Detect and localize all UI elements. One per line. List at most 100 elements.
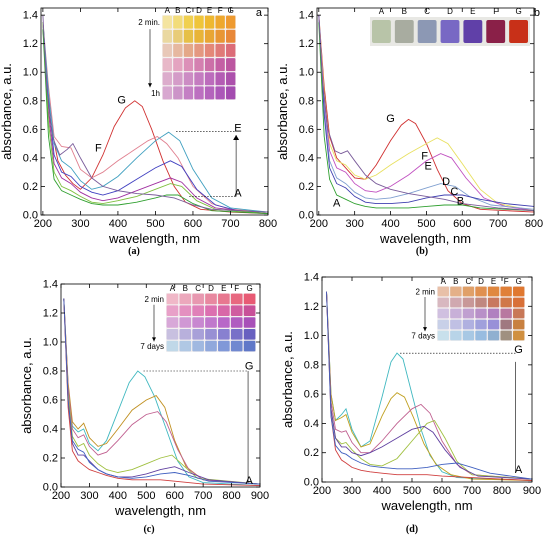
inset-vial — [475, 319, 487, 330]
inset-vial — [194, 29, 204, 43]
x-tick-label: 600 — [166, 490, 184, 502]
inset-vial — [194, 86, 204, 100]
inset-vial — [462, 330, 475, 341]
panel-corner-label: b — [534, 7, 540, 19]
series-line-6 — [63, 298, 260, 487]
inset-column-label: G — [515, 7, 521, 16]
x-tick-label: 300 — [343, 485, 361, 497]
inset-vial — [230, 340, 243, 352]
inset-vial — [437, 297, 449, 308]
inset-vial — [162, 58, 172, 72]
inset-vial — [204, 15, 215, 29]
guide-arrowhead — [233, 135, 240, 141]
y-tick-label: 0.0 — [43, 482, 58, 494]
inset-row-label: 2 min — [415, 288, 435, 297]
inset-vial — [194, 15, 204, 29]
inset-column-label: A — [170, 284, 176, 293]
curve-annotation: A — [246, 475, 254, 487]
inset-vial — [513, 319, 525, 330]
inset-vial — [183, 86, 194, 100]
inset-vial — [204, 29, 215, 43]
x-tick-label: 800 — [222, 490, 240, 502]
inset-vial — [417, 20, 437, 43]
x-tick-label: 500 — [146, 218, 164, 230]
x-tick-label: 900 — [523, 485, 541, 497]
inset-vial — [166, 305, 179, 316]
inset-photo: A B C D E F G 2 min 7 days — [140, 284, 256, 352]
inset-column-label: F — [218, 6, 223, 15]
inset-column-label: C — [195, 284, 201, 293]
inset-vial — [183, 15, 194, 29]
inset-vial — [500, 297, 512, 308]
series-line-4 — [42, 22, 268, 213]
inset-vial — [194, 43, 204, 57]
series-line-3 — [326, 291, 532, 480]
series-line-6 — [42, 22, 268, 215]
inset-vial — [173, 86, 183, 100]
inset-column-label: G — [246, 284, 252, 293]
series-line-1 — [42, 29, 268, 215]
inset-vial — [218, 305, 230, 316]
x-tick-label: 700 — [221, 218, 239, 230]
x-axis-label: wavelength, nm — [380, 498, 472, 513]
x-tick-label: 900 — [251, 490, 269, 502]
series-line-7 — [63, 298, 260, 485]
inset-row-label: 2 min — [144, 295, 164, 304]
inset-vial — [205, 329, 217, 340]
series-line-2 — [42, 22, 268, 213]
inset-vial — [450, 297, 462, 308]
inset-vial — [173, 29, 183, 43]
inset-vial — [475, 297, 487, 308]
inset-vial — [218, 293, 230, 305]
panel-corner-label: a — [256, 7, 263, 19]
inset-vial — [166, 317, 179, 328]
x-tick-label: 600 — [433, 485, 451, 497]
curve-annotation: A — [234, 188, 242, 200]
curve-annotation: E — [234, 122, 241, 134]
y-tick-label: 0.4 — [23, 152, 38, 164]
inset-vial — [487, 308, 500, 319]
x-tick-label: 200 — [310, 218, 328, 230]
inset-vial — [192, 340, 204, 352]
y-tick-label: 0.0 — [23, 210, 38, 222]
x-tick-label: 400 — [373, 485, 391, 497]
inset-vial — [486, 20, 506, 43]
inset-vial — [462, 308, 475, 319]
curve-annotation: C — [450, 186, 458, 198]
y-tick-label: 0.2 — [23, 181, 38, 193]
inset-vial — [500, 319, 512, 330]
curve-annotation: D — [442, 176, 450, 188]
inset-vial — [462, 319, 475, 330]
series-line-4 — [326, 291, 532, 480]
inset-vial — [204, 86, 215, 100]
inset-vial — [194, 58, 204, 72]
inset-vial — [218, 329, 230, 340]
inset-column-label: F — [504, 277, 509, 286]
inset-vial — [179, 329, 192, 340]
inset-column-label: B — [175, 6, 180, 15]
y-tick-label: 1.2 — [299, 38, 314, 50]
inset-vial — [500, 286, 512, 297]
panel-caption: (a) — [128, 246, 140, 257]
y-tick-label: 1.0 — [43, 337, 58, 349]
inset-vial — [173, 72, 183, 86]
x-tick-label: 600 — [453, 218, 471, 230]
y-axis-label: absorbance, a.u. — [19, 337, 34, 434]
x-axis-label: wavelength, nm — [114, 503, 206, 518]
y-tick-label: 1.4 — [23, 10, 38, 22]
inset-row-label: 7 days — [411, 332, 435, 341]
inset-vial — [437, 330, 449, 341]
inset-vial — [243, 329, 256, 340]
inset-vial — [166, 340, 179, 352]
series-line-5 — [318, 15, 534, 207]
x-tick-label: 800 — [259, 218, 277, 230]
series-line-7 — [326, 291, 532, 480]
inset-column-label: A — [165, 6, 171, 15]
x-tick-label: 800 — [525, 218, 543, 230]
inset-arrow-icon — [148, 83, 152, 88]
y-tick-label: 0.2 — [304, 447, 319, 459]
inset-vial — [179, 340, 192, 352]
inset-column-label: A — [379, 7, 385, 16]
inset-row-label: 7 days — [140, 342, 164, 351]
